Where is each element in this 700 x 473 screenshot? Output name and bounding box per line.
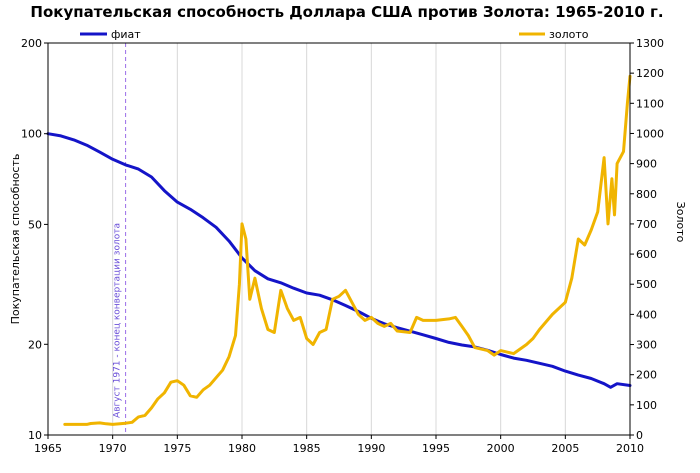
chart-title: Покупательская способность Доллара США п… [30,3,663,21]
y-right-tick-label: 200 [636,369,657,382]
annotation: Август 1971 - конец конвертации золота [113,43,127,435]
series-gold-line [63,74,632,426]
y-right-tick-label: 1000 [636,127,664,140]
y-right-tick-label: 1200 [636,67,664,80]
x-tick-label: 2010 [616,442,644,455]
y-axis-right-label: Золото [674,202,687,243]
x-tick-label: 1965 [34,442,62,455]
y-right-tick-label: 100 [636,399,657,412]
x-tick-label: 1975 [163,442,191,455]
y-axis-right: 0 100 200 300 400 500 600 700 800 900 1000 1100 1200… [630,37,664,442]
y-right-tick-label: 300 [636,339,657,352]
legend: фиат золото [80,28,589,41]
y-right-tick-label: 800 [636,188,657,201]
series-fiat-line [46,132,632,389]
annotation-label: Август 1971 - конец конвертации золота [113,223,123,418]
series [46,74,632,426]
legend-fiat-label: фиат [111,28,141,41]
y-right-tick-label: 0 [636,429,643,442]
y-right-tick-label: 400 [636,308,657,321]
y-right-tick-label: 1100 [636,97,664,110]
plot-frame [47,42,631,436]
y-left-tick-label: 50 [28,218,42,231]
x-tick-label: 1970 [99,442,127,455]
y-left-tick-label: 20 [28,338,42,351]
y-right-tick-label: 500 [636,278,657,291]
x-tick-label: 2000 [487,442,515,455]
y-left-tick-label: 10 [28,429,42,442]
x-tick-label: 1985 [293,442,321,455]
x-tick-label: 1980 [228,442,256,455]
y-left-tick-label: 200 [21,37,42,50]
y-axis-left-label: Покупательская способность [9,154,22,325]
x-axis: 1965 1970 1975 1980 1985 1990 1995 2000 2005 2010 [34,435,644,455]
gridlines [112,43,566,435]
y-right-tick-label: 1300 [636,37,664,50]
x-tick-label: 1995 [422,442,450,455]
x-tick-label: 2005 [551,442,579,455]
y-right-tick-label: 700 [636,218,657,231]
y-right-tick-label: 900 [636,158,657,171]
legend-gold-label: золото [549,28,589,41]
y-left-tick-label: 100 [21,128,42,141]
y-right-tick-label: 600 [636,248,657,261]
y-axis-left: 10 20 50 100 200 [21,37,48,442]
x-tick-label: 1990 [357,442,385,455]
